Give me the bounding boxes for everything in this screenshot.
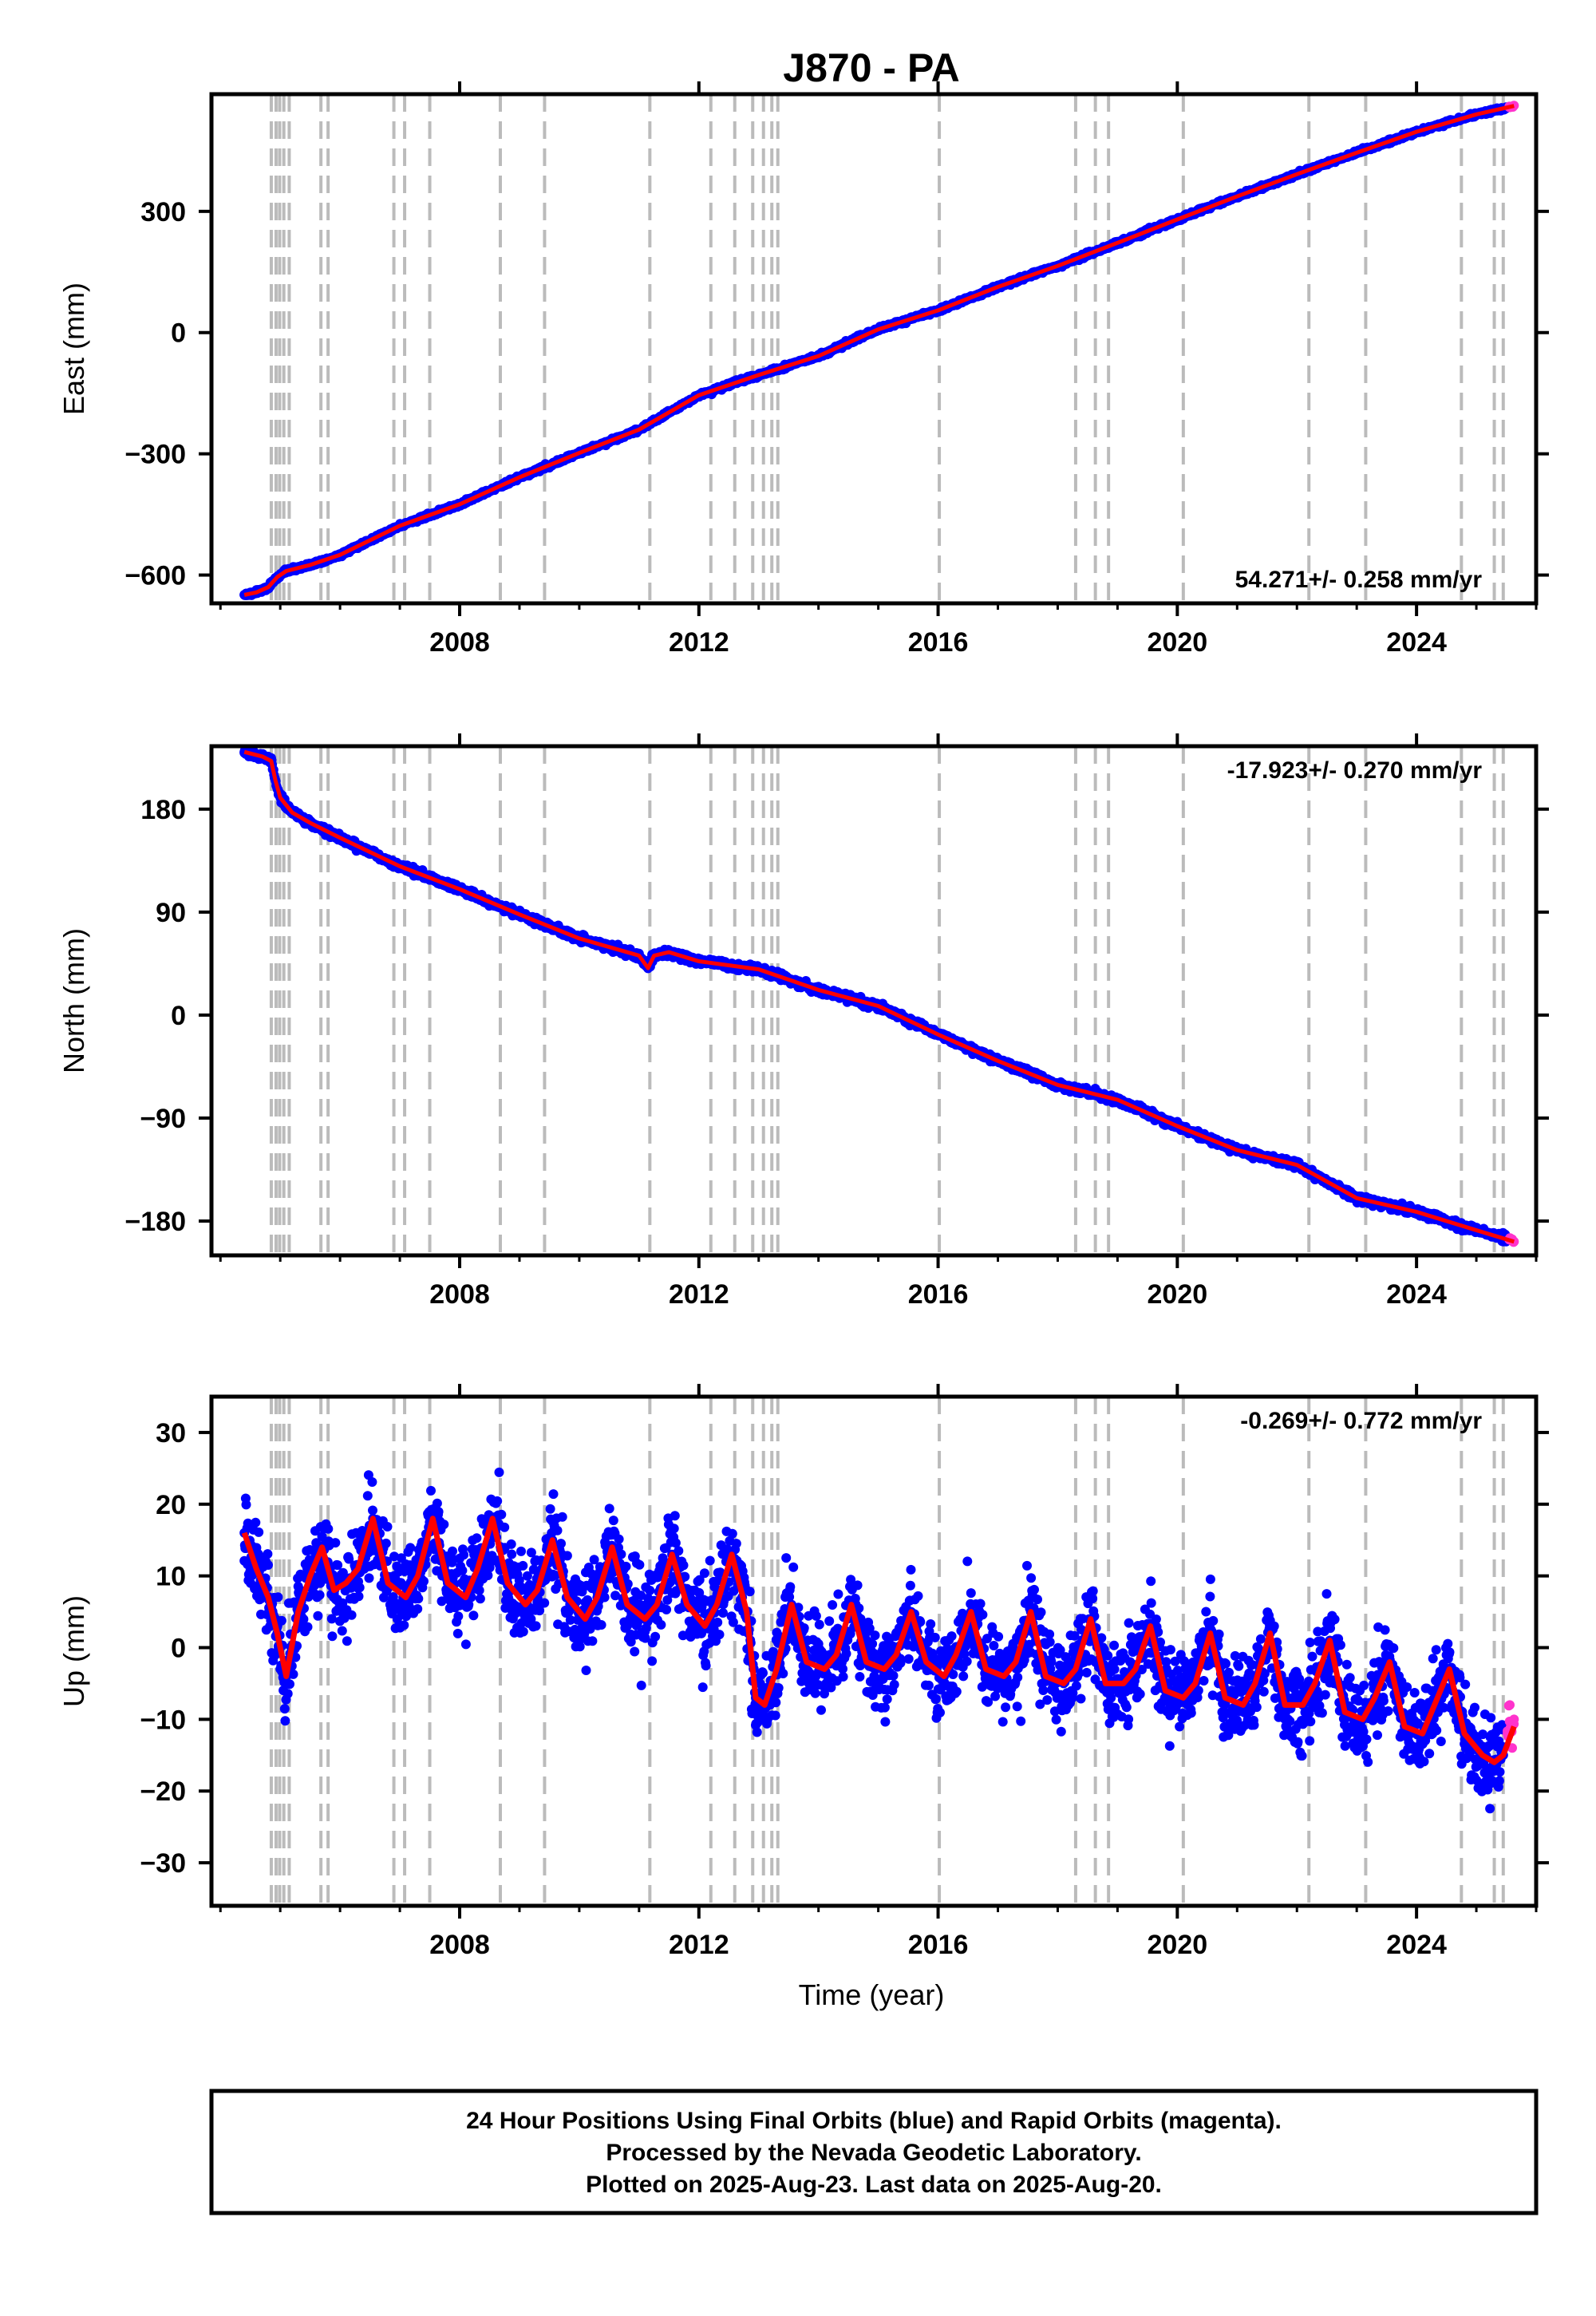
- east-panel: 2008 2012 2016 2020 2024 −600 −300 0 300 East (mm…: [57, 81, 1549, 658]
- figure-title: J870 - PA: [783, 45, 959, 90]
- x-tick-label: 2016: [908, 627, 969, 658]
- x-tick-label: 2024: [1386, 627, 1447, 658]
- x-tick-label: 2008: [429, 627, 490, 658]
- x-tick-label: 2020: [1148, 627, 1208, 658]
- y-tick-label: 0: [171, 318, 186, 349]
- y-tick-label: 300: [140, 197, 186, 227]
- y-tick-label: −300: [124, 440, 186, 470]
- velocity-label: 54.271+/- 0.258 mm/yr: [1235, 567, 1483, 593]
- y-tick-label: −600: [124, 561, 186, 591]
- y-axis-label: East (mm): [57, 283, 90, 415]
- x-tick-label: 2012: [669, 627, 729, 658]
